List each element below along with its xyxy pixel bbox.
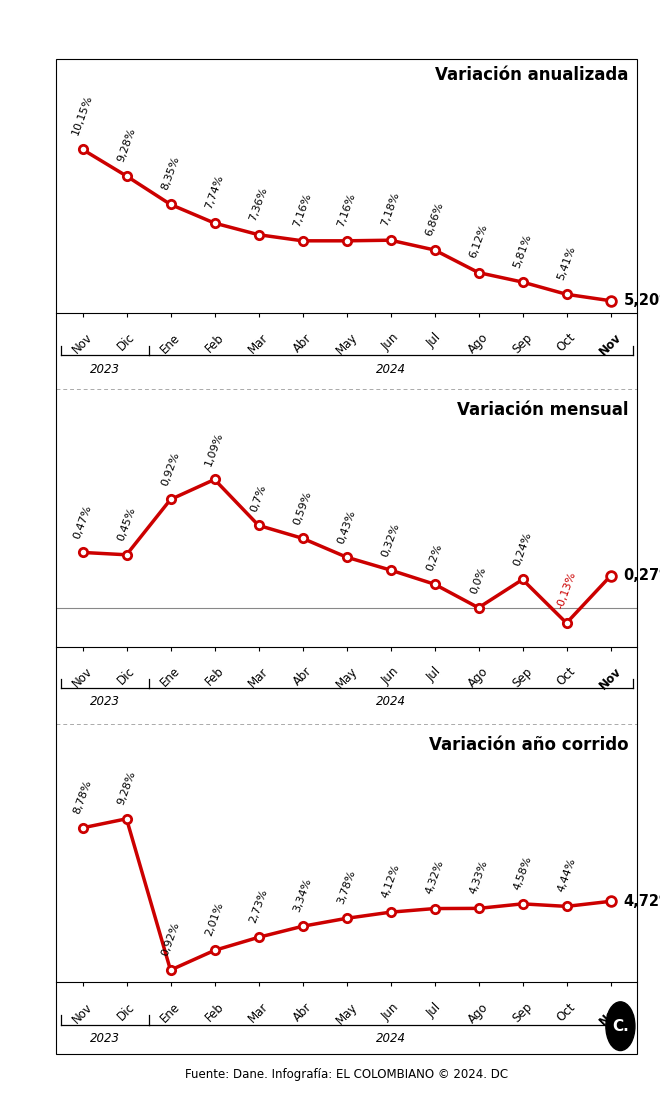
Text: 2023: 2023 bbox=[90, 695, 119, 707]
Text: Dic: Dic bbox=[115, 331, 138, 353]
Text: LA INFLACIÓN EN COLOMBIA: LA INFLACIÓN EN COLOMBIA bbox=[180, 24, 513, 45]
Text: Sep: Sep bbox=[510, 331, 535, 355]
Text: 0,43%: 0,43% bbox=[336, 508, 357, 545]
Text: 6,12%: 6,12% bbox=[468, 224, 489, 260]
Text: Oct: Oct bbox=[554, 1001, 578, 1024]
Text: May: May bbox=[333, 1001, 360, 1027]
Text: Abr: Abr bbox=[290, 331, 314, 354]
Text: Nov: Nov bbox=[70, 664, 95, 690]
Text: 2024: 2024 bbox=[376, 695, 405, 707]
Text: 4,58%: 4,58% bbox=[512, 855, 533, 891]
Text: Ene: Ene bbox=[158, 664, 183, 690]
Text: 4,12%: 4,12% bbox=[379, 862, 401, 899]
Text: 0,7%: 0,7% bbox=[249, 483, 268, 514]
Text: 9,28%: 9,28% bbox=[115, 769, 137, 806]
Text: 0,2%: 0,2% bbox=[425, 542, 444, 572]
Text: Jun: Jun bbox=[379, 664, 401, 687]
Text: 1,09%: 1,09% bbox=[204, 431, 225, 467]
Text: 2,73%: 2,73% bbox=[248, 888, 269, 924]
Text: Dic: Dic bbox=[115, 664, 138, 687]
Text: 0,92%: 0,92% bbox=[160, 921, 182, 958]
Text: Ago: Ago bbox=[466, 664, 491, 690]
Text: May: May bbox=[333, 331, 360, 358]
Text: 3,34%: 3,34% bbox=[292, 877, 314, 913]
Text: 0,0%: 0,0% bbox=[469, 566, 488, 596]
Text: C.: C. bbox=[612, 1018, 629, 1034]
Text: Jul: Jul bbox=[425, 1001, 444, 1020]
Text: Oct: Oct bbox=[554, 664, 578, 689]
Text: 7,36%: 7,36% bbox=[248, 185, 269, 221]
Text: Jun: Jun bbox=[379, 331, 401, 353]
Text: Abr: Abr bbox=[290, 1001, 314, 1024]
Text: Variación mensual: Variación mensual bbox=[457, 401, 628, 418]
Text: Jun: Jun bbox=[379, 1001, 401, 1023]
Text: 0,32%: 0,32% bbox=[379, 521, 401, 558]
Text: Ene: Ene bbox=[158, 1001, 183, 1025]
Text: Feb: Feb bbox=[203, 1001, 226, 1024]
Text: 3,78%: 3,78% bbox=[336, 869, 357, 906]
Text: Ago: Ago bbox=[466, 1001, 491, 1025]
Text: 5,41%: 5,41% bbox=[556, 245, 578, 281]
Text: 8,78%: 8,78% bbox=[72, 778, 93, 815]
Text: 0,47%: 0,47% bbox=[72, 504, 93, 540]
Text: 4,72%: 4,72% bbox=[624, 893, 660, 909]
Text: 4,32%: 4,32% bbox=[424, 859, 446, 896]
Text: Feb: Feb bbox=[203, 331, 226, 355]
Text: Nov: Nov bbox=[597, 664, 624, 692]
Text: Dic: Dic bbox=[115, 1001, 138, 1023]
Text: 5,81%: 5,81% bbox=[512, 232, 533, 269]
Text: 5,20%: 5,20% bbox=[624, 293, 660, 308]
Text: Fuente: Dane. Infografía: EL COLOMBIANO © 2024. DC: Fuente: Dane. Infografía: EL COLOMBIANO … bbox=[185, 1068, 508, 1082]
Text: 2023: 2023 bbox=[90, 363, 119, 375]
Text: May: May bbox=[333, 664, 360, 691]
Text: 2023: 2023 bbox=[90, 1032, 119, 1045]
Text: Nov: Nov bbox=[70, 331, 95, 356]
Text: Abr: Abr bbox=[290, 664, 314, 689]
Text: 9,28%: 9,28% bbox=[115, 126, 137, 163]
Text: Mar: Mar bbox=[246, 664, 271, 690]
Text: Mar: Mar bbox=[246, 331, 271, 356]
Text: 0,92%: 0,92% bbox=[160, 451, 182, 487]
Text: 10,15%: 10,15% bbox=[71, 94, 94, 136]
Text: -0,13%: -0,13% bbox=[555, 570, 578, 611]
Text: 2,01%: 2,01% bbox=[204, 901, 225, 938]
Text: Nov: Nov bbox=[597, 331, 624, 359]
Text: 2024: 2024 bbox=[376, 363, 405, 375]
Text: 0,24%: 0,24% bbox=[512, 530, 533, 567]
Text: Ago: Ago bbox=[466, 331, 491, 356]
Text: Oct: Oct bbox=[554, 331, 578, 354]
Text: 4,33%: 4,33% bbox=[468, 859, 489, 896]
Text: Jul: Jul bbox=[425, 331, 444, 350]
Text: 7,16%: 7,16% bbox=[292, 192, 314, 228]
Text: Feb: Feb bbox=[203, 664, 226, 689]
Text: 7,74%: 7,74% bbox=[204, 174, 225, 210]
Text: Ene: Ene bbox=[158, 331, 183, 355]
Text: 7,18%: 7,18% bbox=[379, 190, 401, 227]
Text: 7,16%: 7,16% bbox=[336, 192, 357, 228]
Text: Variación año corrido: Variación año corrido bbox=[428, 736, 628, 754]
Text: 0,45%: 0,45% bbox=[115, 506, 137, 542]
Text: Sep: Sep bbox=[510, 1001, 535, 1025]
Text: Jul: Jul bbox=[425, 664, 444, 684]
Text: 0,59%: 0,59% bbox=[292, 489, 314, 526]
Text: 0,27%: 0,27% bbox=[624, 569, 660, 583]
Text: 8,35%: 8,35% bbox=[160, 155, 182, 192]
Text: Sep: Sep bbox=[510, 664, 535, 690]
Text: Nov: Nov bbox=[597, 1001, 624, 1027]
Text: Variación anualizada: Variación anualizada bbox=[435, 66, 628, 84]
Text: 4,44%: 4,44% bbox=[556, 857, 578, 893]
Text: 6,86%: 6,86% bbox=[424, 200, 446, 237]
Text: Nov: Nov bbox=[70, 1001, 95, 1026]
Text: Mar: Mar bbox=[246, 1001, 271, 1025]
Text: 2024: 2024 bbox=[376, 1032, 405, 1045]
